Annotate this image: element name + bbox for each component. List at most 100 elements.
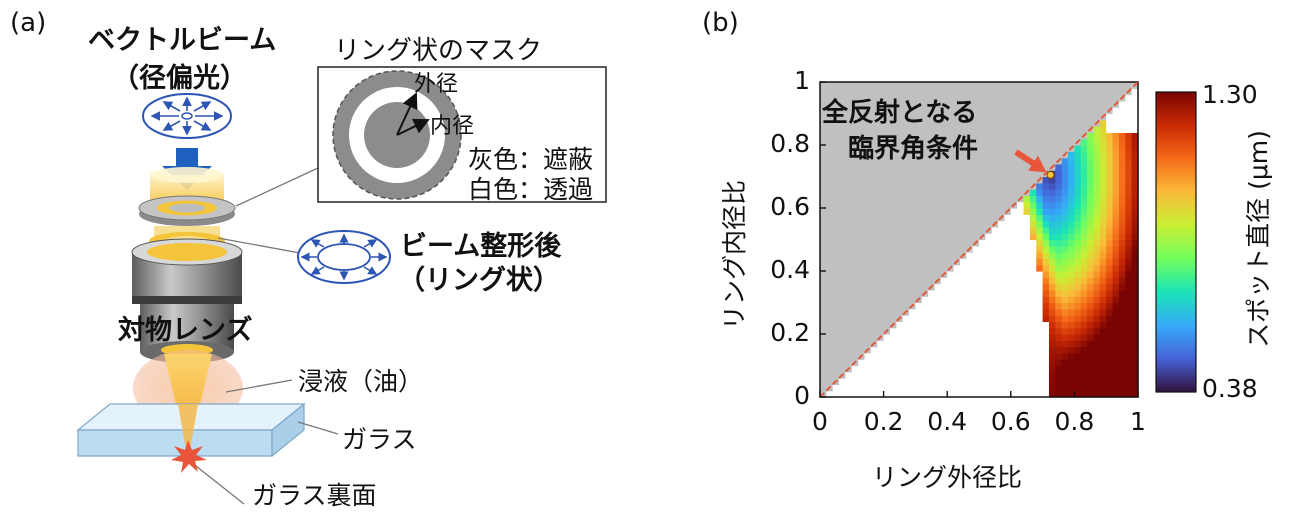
heatmap-cell: [858, 264, 866, 272]
heatmap-cell: [1112, 315, 1120, 322]
heatmap-cell: [1036, 315, 1044, 322]
heatmap-cell: [915, 82, 923, 89]
heatmap-cell: [1055, 182, 1063, 190]
heatmap-cell: [1068, 195, 1075, 203]
heatmap-cell: [1042, 252, 1050, 259]
heatmap-cell: [1125, 245, 1133, 253]
heatmap-cell: [979, 145, 986, 152]
heatmap-cell: [832, 195, 840, 203]
heatmap-cell: [1010, 296, 1018, 304]
heatmap-cell: [1074, 100, 1082, 108]
heatmap-cell: [1074, 195, 1082, 203]
heatmap-cell: [889, 208, 897, 215]
heatmap-cell: [832, 170, 840, 178]
heatmap-cell: [839, 214, 847, 222]
heatmap-cell: [1112, 189, 1120, 196]
heatmap-cell: [889, 145, 897, 152]
heatmap-cell: [1106, 208, 1114, 215]
heatmap-cell: [1023, 258, 1031, 266]
heatmap-cell: [909, 390, 916, 398]
heatmap-cell: [921, 163, 929, 171]
heatmap-cell: [1118, 189, 1126, 196]
heatmap-cell: [1125, 271, 1133, 278]
heatmap-cell: [877, 321, 885, 329]
heatmap-cell: [928, 264, 936, 272]
heatmap-cell: [883, 296, 891, 304]
heatmap-cell: [1023, 346, 1031, 354]
heatmap-cell: [1036, 271, 1044, 278]
heatmap-cell: [1118, 82, 1126, 89]
heatmap-cell: [1017, 145, 1025, 152]
heatmap-cell: [1093, 170, 1101, 178]
heatmap-cell: [864, 94, 872, 102]
heatmap-cell: [909, 321, 916, 329]
heatmap-cell: [1023, 195, 1031, 203]
heatmap-cell: [940, 100, 948, 108]
heatmap-cell: [953, 384, 961, 392]
heatmap-cell: [902, 151, 910, 159]
heatmap-cell: [883, 264, 891, 272]
heatmap-cell: [1106, 346, 1114, 354]
heatmap-cell: [1036, 340, 1044, 348]
heatmap-cell: [1017, 119, 1025, 127]
heatmap-cell: [979, 201, 986, 209]
heatmap-cell: [826, 277, 834, 285]
heatmap-cell: [877, 151, 885, 159]
heatmap-cell: [940, 308, 948, 316]
heatmap-cell: [851, 258, 859, 266]
heatmap-cell: [870, 384, 878, 392]
heatmap-cell: [934, 176, 942, 184]
heatmap-cell: [1131, 220, 1139, 228]
heatmap-cell: [1099, 100, 1107, 108]
heatmap-cell: [1068, 157, 1075, 165]
heatmap-cell: [1029, 201, 1037, 209]
heatmap-cell: [877, 390, 885, 398]
heatmap-cell: [1004, 308, 1012, 316]
heatmap-cell: [896, 88, 904, 96]
heatmap-cell: [1048, 113, 1056, 121]
heatmap-cell: [1036, 252, 1044, 259]
heatmap-cell: [845, 340, 853, 348]
heatmap-cell: [832, 277, 840, 285]
heatmap-cell: [1118, 271, 1126, 278]
heatmap-cell: [972, 340, 980, 348]
heatmap-cell: [959, 365, 967, 373]
heatmap-cell: [1125, 340, 1133, 348]
heatmap-cell: [921, 100, 929, 108]
heatmap-cell: [1125, 220, 1133, 228]
heatmap-cell: [1112, 82, 1120, 89]
heatmap-cell: [1023, 126, 1031, 133]
heatmap-cell: [972, 384, 980, 392]
heatmap-cell: [1048, 321, 1056, 329]
heatmap-cell: [959, 289, 967, 297]
heatmap-cell: [915, 252, 923, 259]
heatmap-cell: [832, 252, 840, 259]
heatmap-cell: [1099, 170, 1107, 178]
heatmap-cell: [921, 119, 929, 127]
heatmap-cell: [1017, 132, 1025, 140]
heatmap-cell: [979, 239, 986, 247]
heatmap-cell: [1093, 277, 1101, 285]
heatmap-cell: [1080, 359, 1088, 367]
heatmap-cell: [1010, 289, 1018, 297]
heatmap-cell: [1125, 264, 1133, 272]
heatmap-cell: [1061, 182, 1069, 190]
heatmap-cell: [839, 283, 847, 291]
heatmap-cell: [1029, 296, 1037, 304]
heatmap-cell: [966, 390, 974, 398]
heatmap-cell: [883, 277, 891, 285]
heatmap-cell: [1017, 126, 1025, 133]
heatmap-cell: [940, 82, 948, 89]
heatmap-cell: [826, 239, 834, 247]
heatmap-cell: [1106, 226, 1114, 234]
heatmap-cell: [1010, 233, 1018, 241]
heatmap-cell: [1004, 157, 1012, 165]
heatmap-cell: [1080, 113, 1088, 121]
heatmap-cell: [1029, 359, 1037, 367]
heatmap-cell: [1055, 283, 1063, 291]
heatmap-cell: [1036, 126, 1044, 133]
y-tick-label: 0.6: [770, 192, 810, 221]
heatmap-cell: [1093, 365, 1101, 373]
heatmap-cell: [845, 283, 853, 291]
heatmap-cell: [1029, 195, 1037, 203]
